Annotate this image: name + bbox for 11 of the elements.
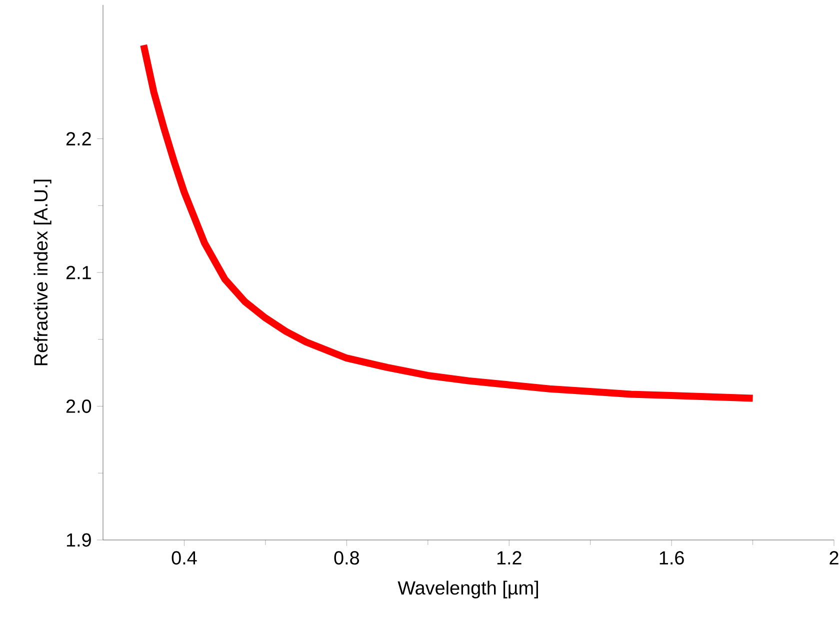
y-axis-title: Refractive index [A.U.]	[34, 180, 52, 366]
x-tick-label: 1.2	[497, 551, 522, 564]
y-tick-label: 2.1	[66, 266, 91, 280]
x-tick-label: 1.6	[660, 551, 684, 565]
y-tick-label: 2.2	[66, 132, 91, 146]
y-tick-label: 2.0	[66, 400, 92, 413]
x-tick-label: 2	[830, 551, 838, 564]
x-tick-label: 0.4	[172, 551, 197, 565]
x-axis-title: Wavelength [µm]	[398, 580, 538, 598]
x-tick-label: 0.8	[334, 551, 360, 565]
y-tick-label: 1.9	[66, 533, 91, 547]
